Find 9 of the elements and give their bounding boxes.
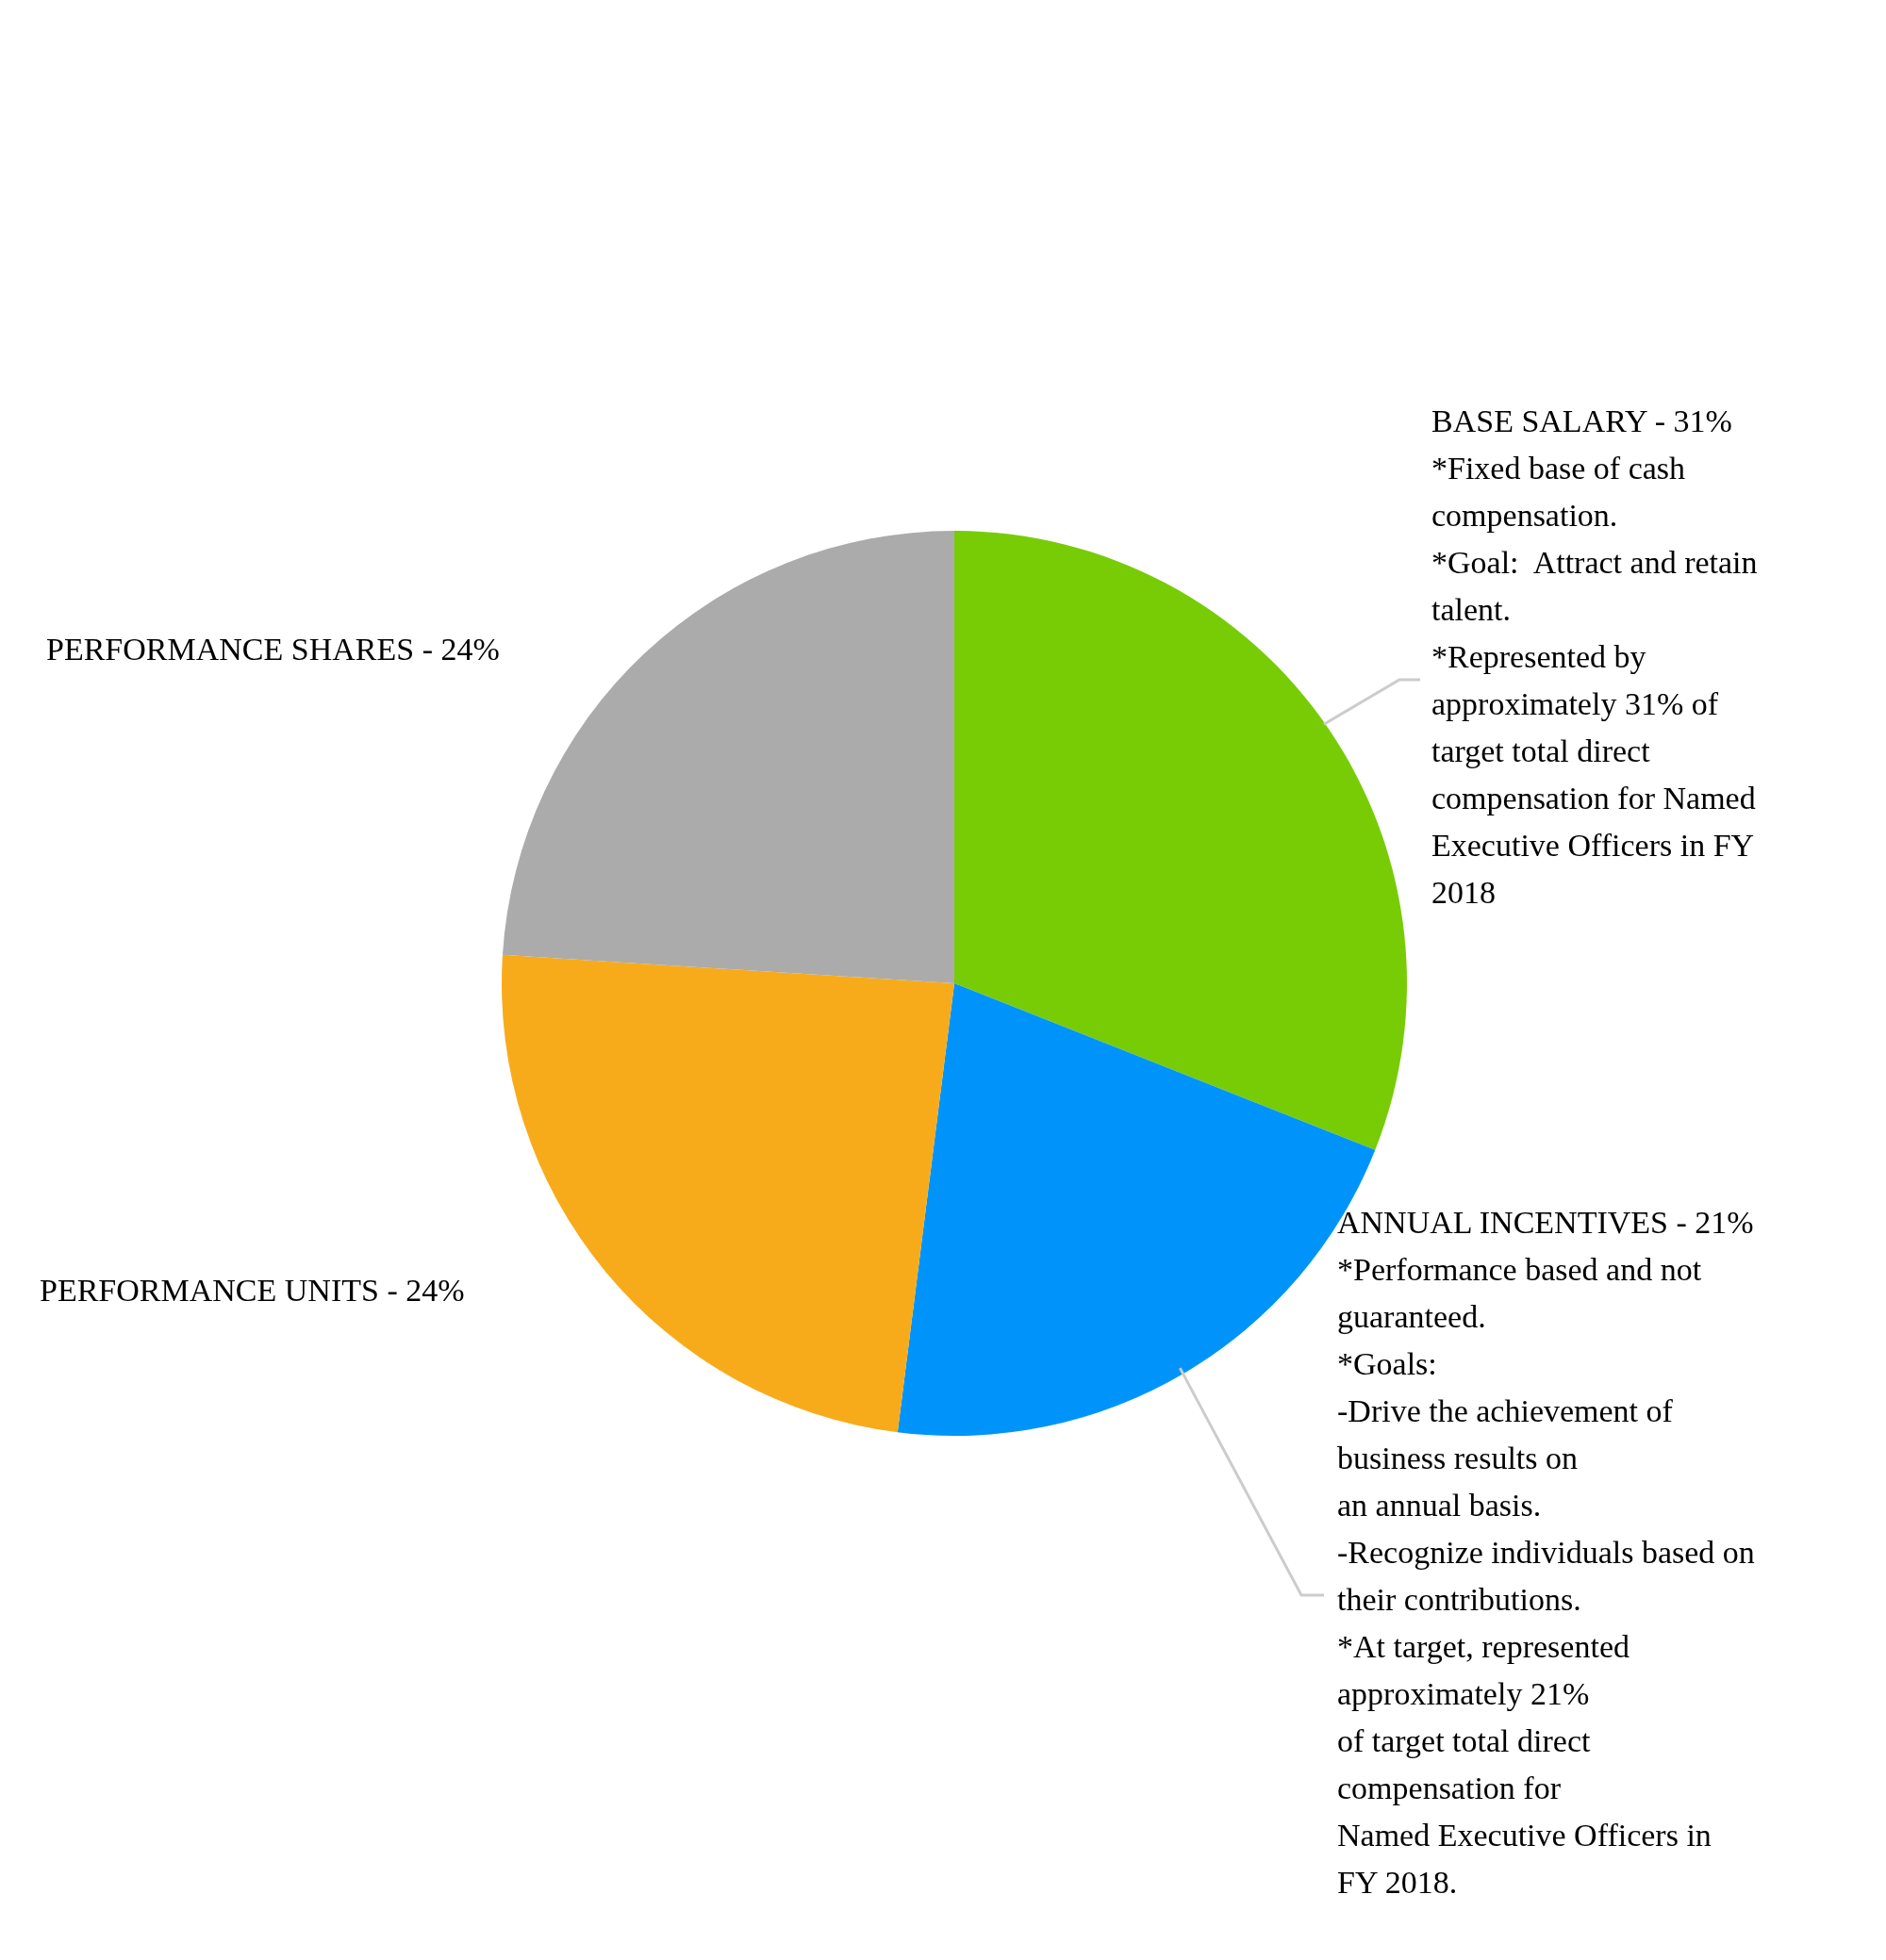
slice-label: PERFORMANCE UNITS - 24% — [40, 1273, 465, 1308]
text: *Fixed base of cash compensation. *Goal: Attract and retain talent. *Represented by approximately 31% of target total direct compensation for Named Executive Officers in FY 2018 — [1431, 451, 1758, 910]
slice-label: ANNUAL INCENTIVES - 21% — [1337, 1205, 1754, 1240]
slice-label: PERFORMANCE SHARES - 24% — [46, 632, 500, 667]
pie-slice — [502, 531, 954, 983]
pie-slice — [502, 954, 954, 1433]
pie-slice — [954, 531, 1407, 1150]
slice-label: BASE SALARY - 31% — [1431, 404, 1732, 438]
text: *Performance based and not guaranteed. *Goals: -Drive the achievement of business results on an annual basis. -Recognize individuals based on their contributions. *At target, represented approximately 21% of target total direct compensation for Named Executive Officers in FY 2018. — [1337, 1252, 1755, 1900]
